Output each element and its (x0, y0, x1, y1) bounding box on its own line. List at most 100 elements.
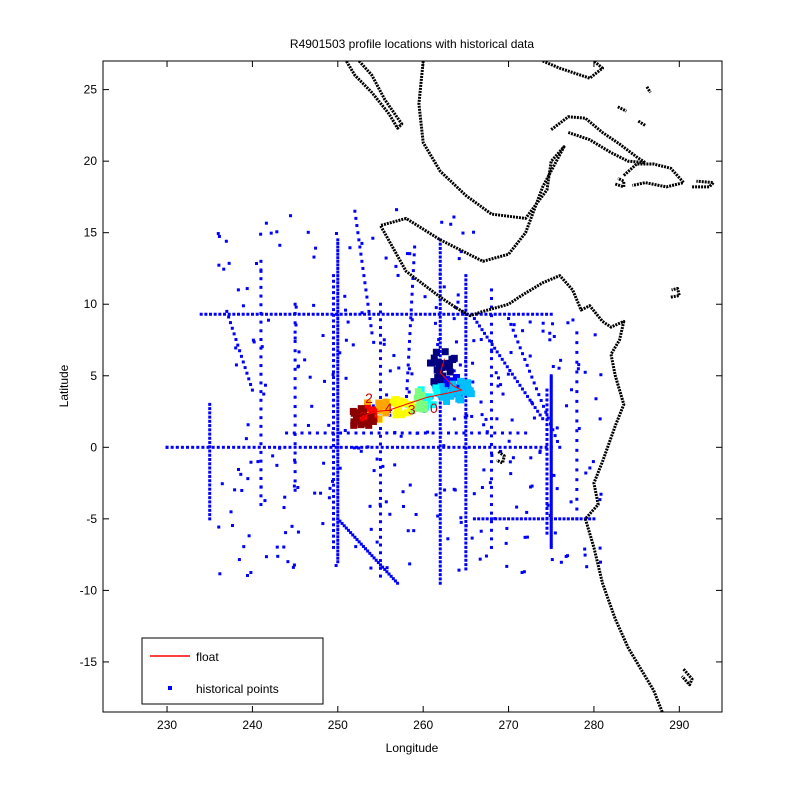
historical-point (477, 517, 481, 521)
historical-point (260, 345, 264, 349)
historical-point (319, 445, 323, 449)
historical-point (293, 321, 297, 325)
historical-point (438, 555, 442, 559)
historical-point (338, 351, 342, 355)
historical-point (511, 517, 515, 521)
historical-point (453, 488, 457, 492)
historical-point (346, 320, 350, 324)
historical-point (545, 388, 549, 392)
historical-point (549, 470, 553, 474)
historical-point (366, 549, 370, 553)
historical-point (489, 511, 493, 515)
historical-point (336, 381, 340, 385)
historical-point (566, 517, 570, 521)
historical-point (208, 457, 212, 461)
historical-point (371, 404, 375, 408)
historical-point (352, 446, 356, 450)
historical-point (293, 377, 297, 381)
historical-point (489, 494, 493, 498)
historical-point (336, 385, 340, 388)
historical-point (336, 542, 340, 546)
historical-point (555, 426, 559, 430)
historical-point (408, 483, 412, 487)
historical-point (208, 491, 212, 495)
historical-point (262, 392, 266, 396)
historical-point (479, 338, 483, 342)
historical-point (549, 475, 553, 479)
historical-point (539, 398, 543, 402)
legend-float-label: float (196, 650, 219, 664)
historical-point (332, 421, 336, 425)
historical-point (438, 427, 442, 431)
historical-point (273, 445, 277, 449)
historical-point (464, 515, 468, 519)
x-tick-label: 260 (413, 718, 433, 732)
float-track-line (363, 358, 464, 418)
historical-point (306, 230, 310, 234)
historical-point (208, 508, 212, 512)
historical-point (267, 318, 271, 322)
historical-point (464, 317, 468, 321)
historical-point (470, 414, 474, 418)
historical-point (533, 406, 537, 410)
historical-point (536, 409, 540, 413)
historical-point (208, 441, 212, 445)
historical-point (332, 461, 336, 465)
historical-point (472, 230, 476, 234)
historical-point (438, 521, 442, 525)
historical-point (332, 523, 336, 527)
historical-point (395, 312, 399, 316)
historical-point (549, 533, 553, 537)
historical-point (413, 245, 417, 249)
historical-point (217, 234, 221, 238)
historical-point (464, 377, 468, 381)
historical-point (494, 371, 498, 375)
historical-point (332, 347, 336, 351)
historical-point (259, 485, 263, 489)
historical-point (575, 429, 579, 433)
historical-point (575, 448, 579, 452)
historical-point (509, 350, 513, 354)
historical-point (558, 445, 562, 449)
historical-point (510, 418, 514, 422)
y-tick-label: 10 (84, 297, 98, 311)
historical-point (361, 266, 365, 270)
historical-point (489, 297, 493, 301)
historical-point (332, 308, 336, 312)
historical-point (412, 253, 416, 257)
historical-point (370, 554, 374, 558)
historical-point (438, 328, 442, 332)
historical-point (419, 312, 423, 316)
coastline (680, 668, 694, 687)
historical-point (336, 517, 340, 521)
historical-point (367, 309, 371, 313)
historical-point (411, 269, 415, 273)
historical-point (234, 346, 238, 350)
historical-point (464, 502, 468, 506)
historical-point (545, 477, 549, 481)
float-profile-marker (430, 378, 438, 386)
historical-point (548, 422, 552, 426)
historical-point (549, 498, 553, 502)
historical-point (336, 392, 340, 396)
historical-point (464, 450, 468, 454)
historical-point (490, 343, 494, 347)
legend-historical-swatch (168, 686, 172, 690)
historical-point (336, 402, 340, 406)
historical-point (464, 312, 468, 316)
historical-point (339, 312, 343, 316)
historical-point (464, 519, 468, 523)
float-profile-label: 0 (430, 400, 438, 416)
historical-point (464, 364, 468, 368)
historical-point (452, 369, 456, 373)
historical-point (575, 409, 579, 413)
historical-point (293, 414, 297, 418)
historical-point (336, 460, 340, 464)
historical-point (496, 384, 500, 388)
historical-point (336, 292, 340, 295)
historical-point (518, 346, 522, 350)
historical-point (372, 312, 376, 316)
historical-point (378, 489, 382, 493)
historical-point (332, 313, 336, 317)
historical-point (336, 277, 340, 281)
